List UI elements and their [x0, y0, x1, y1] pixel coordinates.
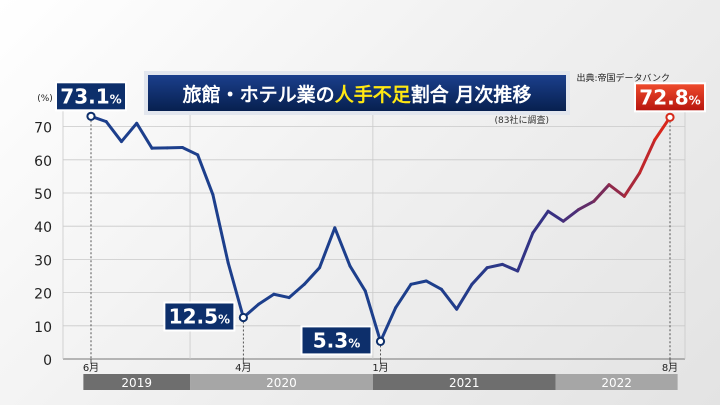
line-segment	[226, 261, 245, 319]
callout-value: 72.8%	[639, 85, 700, 109]
year-label: 2021	[449, 376, 480, 390]
line-segment	[592, 183, 611, 203]
line-segment	[318, 226, 337, 270]
x-tick-label: 8月	[662, 362, 678, 374]
x-tick-label: 1月	[372, 362, 388, 374]
line-segment	[577, 199, 596, 212]
y-tick-label: 50	[34, 187, 52, 203]
line-segment	[607, 183, 626, 198]
x-tick-label: 4月	[235, 362, 251, 374]
callout-value: 12.5%	[169, 305, 230, 329]
year-band-2020	[190, 374, 373, 390]
line-segment	[180, 146, 200, 157]
y-axis-unit: (%)	[37, 94, 53, 104]
data-point	[375, 336, 386, 347]
line-segment	[439, 287, 459, 311]
point-layer	[86, 111, 675, 359]
x-tick-label: 6月	[83, 362, 99, 374]
chart-title: 旅館・ホテル業の人手不足割合 月次推移	[183, 83, 532, 106]
source-label: 出典:帝国データバンク	[577, 72, 670, 84]
y-tick-label: 70	[34, 121, 52, 137]
line-segment	[500, 262, 520, 273]
callout-box	[302, 327, 371, 354]
chart-subtitle: (83社に調査)	[495, 114, 549, 126]
y-tick-label: 10	[34, 320, 52, 336]
callout-label: 73.1%	[55, 81, 127, 112]
year-label: 2019	[121, 376, 152, 390]
line-segment	[546, 209, 565, 223]
callout-label: 12.5%	[163, 301, 236, 332]
year-label: 2022	[601, 376, 632, 390]
line-segment	[394, 282, 413, 310]
line-segment	[104, 120, 123, 144]
line-segment	[561, 208, 581, 223]
line-segment	[272, 292, 291, 300]
data-point	[86, 111, 96, 121]
year-band-2019	[83, 374, 191, 390]
line-segment	[333, 226, 352, 268]
line-segment	[638, 138, 657, 175]
callout-box	[165, 303, 234, 330]
line-segment	[409, 279, 428, 286]
callout-box	[57, 83, 125, 110]
line-segment	[257, 292, 276, 306]
y-tick-label: 20	[34, 287, 52, 303]
line-segment	[348, 264, 367, 293]
callout-value: 73.1%	[60, 84, 121, 108]
line-segment	[211, 193, 230, 265]
line-segment	[470, 266, 489, 286]
line-segment	[379, 306, 398, 343]
line-segment	[455, 282, 474, 311]
line-segment	[516, 231, 535, 273]
line-segment	[424, 279, 443, 291]
line-segment	[196, 153, 215, 197]
line-segment	[302, 266, 322, 286]
line-segment	[485, 262, 504, 270]
callout-label: 5.3%	[300, 325, 373, 356]
y-tick-label: 60	[34, 154, 52, 170]
data-point	[238, 312, 248, 323]
line-segment	[531, 209, 550, 235]
callout-label: 72.8%	[634, 82, 706, 113]
y-tick-label: 30	[34, 253, 52, 269]
callout-layer: 73.1% 12.5% 5.3% 72.8%	[55, 81, 706, 356]
y-tick-label: 0	[43, 353, 52, 369]
callout-box	[636, 84, 704, 111]
year-band-2022	[555, 374, 678, 390]
line-segment	[622, 171, 642, 198]
line-segment	[363, 289, 382, 343]
line-segment	[135, 121, 154, 150]
year-band-2021	[372, 374, 556, 390]
callout-value: 5.3%	[313, 328, 360, 352]
chart-title-box: 旅館・ホテル業の人手不足割合 月次推移	[144, 71, 570, 115]
line-segment	[287, 282, 306, 300]
line-segment	[119, 121, 139, 144]
y-tick-label: 40	[34, 220, 52, 236]
year-label: 2020	[266, 376, 297, 390]
year-band: 2019 2020 2021 2022 6月 4月 1月 8月	[83, 359, 678, 390]
data-point	[665, 112, 675, 122]
